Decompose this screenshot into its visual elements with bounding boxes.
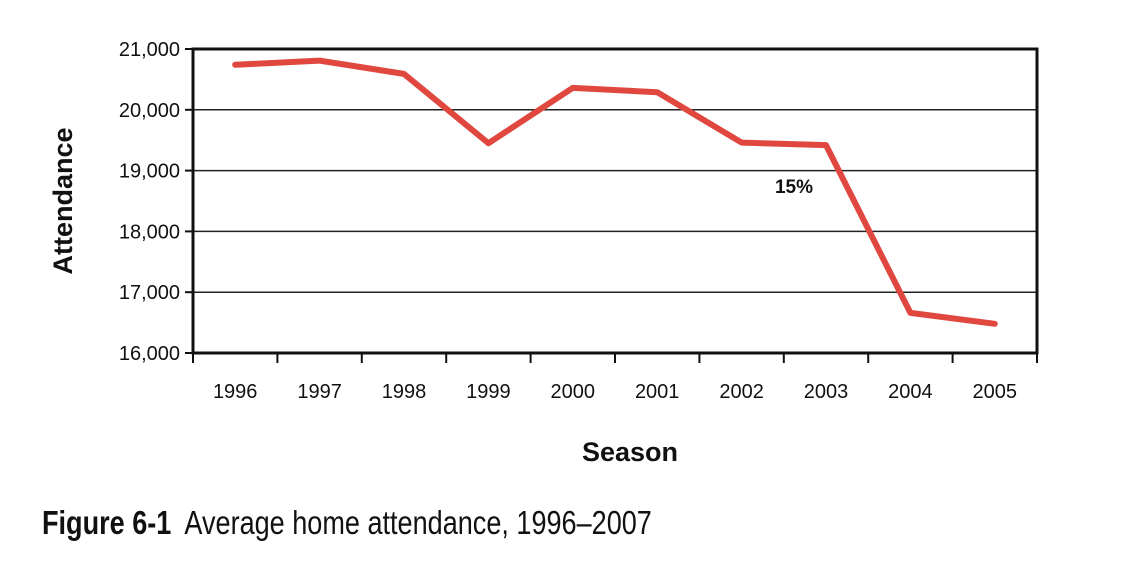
series-line [232,57,998,327]
y-tick-label: 17,000 [119,282,180,304]
data-points [232,58,998,327]
x-tick-label: 2005 [973,381,1018,403]
y-tick-label: 20,000 [119,100,180,122]
y-axis-tick-labels: 16,000 17,000 18,000 19,000 20,000 21,000 [119,39,180,365]
y-tick-label: 18,000 [119,221,180,243]
x-axis-tick-labels: 1996 1997 1998 1999 2000 2001 2002 2003 2004 2005 [213,381,1017,403]
x-tick-label: 2000 [551,381,596,403]
x-axis-title: Season [582,437,678,467]
annotation-label: 15% [775,177,813,198]
x-tick-label: 2002 [719,381,764,403]
attendance-line-chart: 16,000 17,000 18,000 19,000 20,000 21,000 199… [48,39,1039,467]
x-tick-label: 1999 [466,381,511,403]
x-tick-label: 1997 [297,381,342,403]
annotations: 15% [775,177,813,198]
gridlines [185,48,1037,354]
figure-number: Figure 6-1 [42,504,172,541]
x-tick-label: 2001 [635,381,680,403]
x-tick-label: 2003 [804,381,849,403]
figure-caption-text: Average home attendance, 1996–2007 [184,504,652,541]
x-axis-ticks [192,353,1038,363]
y-tick-label: 21,000 [119,39,180,61]
x-tick-label: 1996 [213,381,258,403]
y-axis-title: Attendance [48,127,78,274]
x-tick-label: 1998 [382,381,427,403]
y-tick-label: 19,000 [119,161,180,183]
figure-caption: Figure 6-1 Average home attendance, 1996–… [42,504,652,542]
y-tick-label: 16,000 [119,343,180,365]
x-tick-label: 2004 [888,381,933,403]
